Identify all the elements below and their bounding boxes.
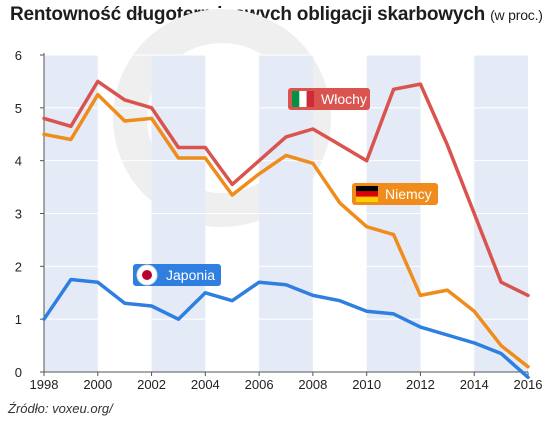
chart-title-unit: (w proc.) (490, 7, 543, 23)
series-labels: Włochy Niemcy Japonia (133, 88, 438, 286)
x-tick-label: 1998 (30, 377, 59, 392)
x-tick-label: 2006 (245, 377, 274, 392)
y-tick-label: 6 (15, 48, 22, 63)
y-axis-ticks: 0 1 2 3 4 5 6 (15, 48, 44, 380)
y-tick-label: 1 (15, 312, 22, 327)
series-label-text: Japonia (166, 267, 215, 283)
watermark-ring (113, 9, 331, 227)
x-tick-label: 2004 (191, 377, 220, 392)
series-label-text: Włochy (321, 91, 367, 107)
series-label-2: Japonia (133, 264, 221, 286)
y-tick-label: 3 (15, 207, 22, 222)
series-lines (42, 79, 530, 380)
series-label-text: Niemcy (385, 186, 432, 202)
series-label-0: Włochy (288, 88, 370, 110)
x-tick-label: 2010 (352, 377, 381, 392)
x-tick-label: 2016 (514, 377, 543, 392)
y-tick-label: 2 (15, 259, 22, 274)
series-line-0 (42, 79, 530, 298)
y-tick-label: 4 (15, 154, 22, 169)
x-tick-label: 2002 (137, 377, 166, 392)
grid-lines (44, 54, 528, 320)
y-tick-label: 0 (15, 365, 22, 380)
flag-japan-icon (136, 264, 158, 286)
x-tick-label: 2008 (298, 377, 327, 392)
flag-italy-icon (292, 91, 314, 107)
x-tick-label: 2012 (406, 377, 435, 392)
series-label-1: Niemcy (352, 183, 438, 205)
x-tick-label: 2014 (460, 377, 489, 392)
source-note: Źródło: voxeu.org/ (8, 401, 113, 416)
x-tick-label: 2000 (83, 377, 112, 392)
y-tick-label: 5 (15, 101, 22, 116)
series-line-2 (42, 277, 530, 380)
flag-germany-icon (356, 186, 378, 202)
watermark-logo (113, 9, 331, 227)
x-axis-ticks: 1998 2000 2002 2004 2006 2008 2010 2012 2014 2016 (30, 372, 543, 392)
series-line-1 (42, 92, 530, 369)
